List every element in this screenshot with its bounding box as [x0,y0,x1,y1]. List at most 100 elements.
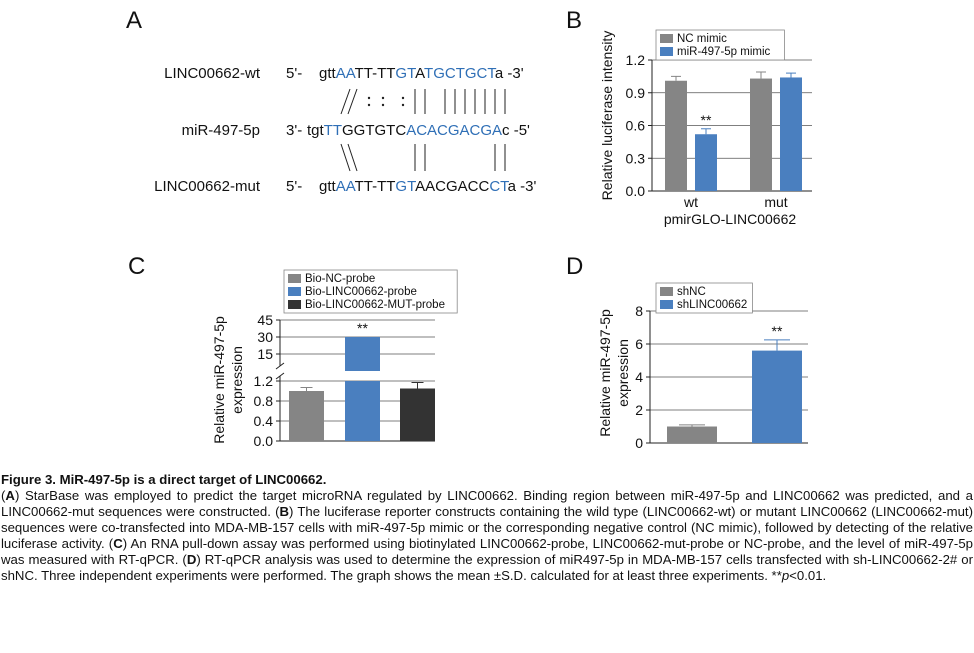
caption-part: C [113,536,123,551]
y-axis-label: expression [615,339,631,407]
axis-break-mark [275,362,285,370]
y-tick-label: 6 [635,336,643,352]
y-axis-label: expression [229,346,245,414]
y-tick-label: 0.8 [254,393,274,409]
seq-segment: AA [335,65,355,82]
seq-mut: gttAATT-TTGTAACGACCCTa -3' [319,178,536,195]
legend-box [283,269,458,314]
bar-0 [667,426,717,443]
seq-wt: gttAATT-TTGTATGCTGCTa -3' [319,65,524,82]
seq-prefix-mir: 3'- [286,122,303,139]
pair-line [347,143,358,172]
x-tick-label: wt [683,194,698,210]
y-tick-label: 15 [257,346,273,362]
seq-segment: CT [489,178,508,195]
seq-segment: TT-TT [354,65,396,82]
seq-name-mut: LINC00662-mut [154,178,260,195]
bar-mut-1 [780,77,802,191]
y-tick-label: 1.2 [254,373,274,389]
y-tick-label: 0.0 [254,433,274,449]
significance-label: ** [772,323,783,339]
caption-part: <0.01. [789,568,827,583]
y-tick-label: 0.0 [626,183,646,199]
legend-label: Bio-LINC00662-MUT-probe [305,299,445,311]
chart-knockdown: 0 2 4 6 8 ** Relative miR-497-5p expression shNC… [597,282,808,451]
y-tick-label: 0.9 [626,85,646,101]
seq-segment: TGCTGCT [424,65,495,82]
pairing-lines [340,88,506,172]
y-tick-label: 1.2 [626,52,646,68]
seq-segment: AACGACC [415,178,490,195]
pair-line [347,88,358,115]
seq-segment: TT [323,122,343,139]
caption-part: ) RT-qPCR analysis was used to determine… [1,552,973,583]
caption-part: ( [1,488,6,503]
y-tick-label: 0.3 [626,150,646,166]
caption-part: D [186,552,197,567]
y-tick-label: 2 [635,402,643,418]
y-axis-label: Relative luciferase intensity [599,31,615,201]
seq-segment: tgt [307,122,324,139]
significance-label: ** [701,112,712,128]
y-tick-label: 0 [635,435,643,451]
y-tick-label: 45 [257,312,273,328]
legend-label: NC mimic [677,33,727,45]
seq-segment: -3' [516,178,537,195]
seq-segment: gtt [319,178,336,195]
caption-part: B [279,504,290,519]
bar-1-lower [345,381,380,441]
panel-label-c: C [128,253,146,280]
legend-swatch [660,300,673,309]
seq-segment: A [415,65,425,82]
seq-segment: -5' [509,122,530,139]
y-axis-label: Relative miR-497-5p [211,316,227,444]
seq-segment: a [494,65,504,82]
seq-segment: GT [395,178,416,195]
legend-label: Bio-LINC00662-probe [305,286,417,298]
legend-swatch [660,47,673,56]
bar-wt-0 [665,80,687,191]
panel-label-b: B [566,7,583,34]
legend-label: shLINC00662 [677,299,747,311]
legend-swatch [660,287,673,296]
seq-segment: ACACGACGA [406,122,503,139]
legend-box [655,29,785,61]
y-tick-label: 8 [635,303,643,319]
seq-prefix-mut: 5'- [286,178,303,195]
caption-part: ) StarBase was employed to predict the t… [1,488,973,519]
legend-swatch [288,300,301,309]
caption-part: ) The luciferase reporter constructs con… [1,504,973,551]
legend-label: shNC [677,286,706,298]
seq-name-wt: LINC00662-wt [164,65,260,82]
caption-title: Figure 3. MiR-497-5p is a direct target … [1,472,327,487]
x-tick-label: mut [764,194,787,210]
seq-segment: c [502,122,510,139]
seq-segment: gtt [319,65,336,82]
legend-label: Bio-NC-probe [305,273,375,285]
seq-segment: GT [395,65,416,82]
y-tick-label: 0.6 [626,118,646,134]
legend-label: miR-497-5p mimic [677,46,771,58]
caption-part: ) An RNA pull-down assay was performed u… [1,536,973,567]
bar-mut-0 [750,78,772,191]
x-axis-label: pmirGLO-LINC00662 [664,211,796,227]
seq-mir: tgtTTGGTGTCACACGACGAc -5' [307,122,530,139]
axis-break-mark [275,372,285,380]
legend-swatch [288,274,301,283]
caption-body: (A) StarBase was employed to predict the… [1,488,973,583]
caption-part: p [781,568,790,583]
seq-segment: -3' [503,65,524,82]
panel-label-a: A [126,7,143,34]
legend-swatch [660,34,673,43]
bar-1-upper [345,337,380,371]
y-axis-label: Relative miR-497-5p [597,309,613,437]
significance-label: ** [357,320,368,336]
bar-2 [400,388,435,441]
seq-name-mir: miR-497-5p [181,122,260,139]
bar-0 [289,391,324,441]
caption-part: A [5,488,15,503]
bar-wt-1 [695,134,717,191]
pair-line [340,88,351,115]
